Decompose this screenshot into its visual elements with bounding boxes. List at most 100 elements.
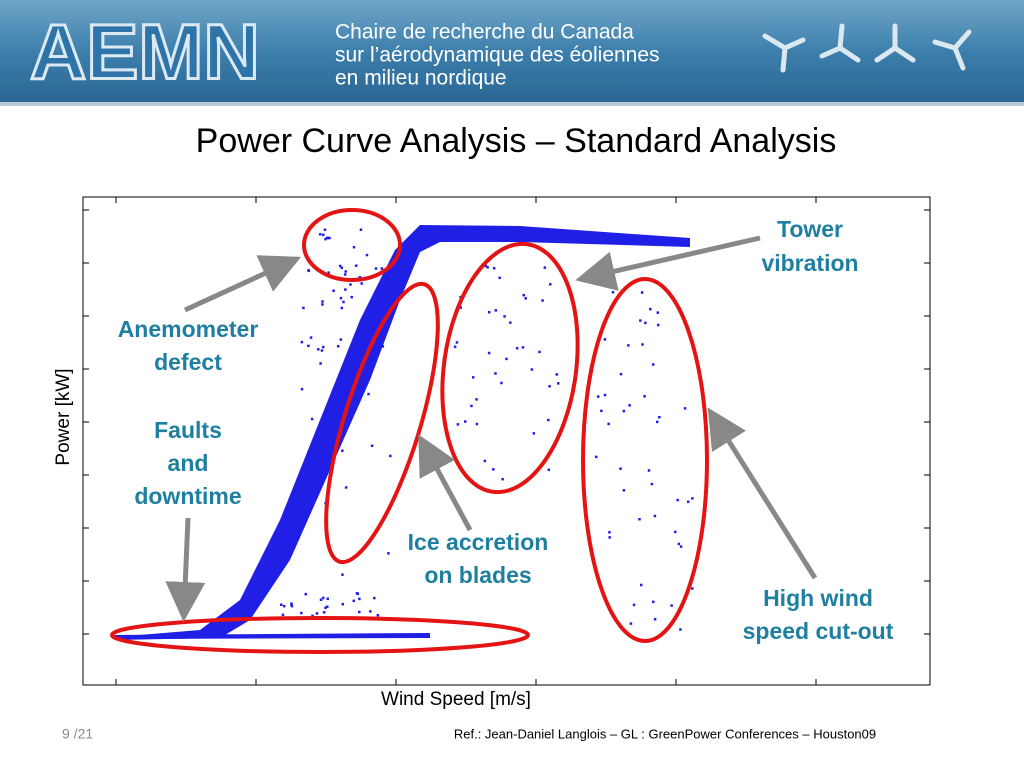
scatter-dot [608, 531, 611, 534]
scatter-dot [344, 486, 348, 489]
arrow [575, 235, 761, 291]
scatter-dot [311, 614, 314, 618]
scatter-dot [596, 395, 600, 398]
scatter-dot [359, 228, 363, 231]
scatter-dot [641, 343, 644, 346]
scatter-dot [326, 597, 329, 601]
scatter-dot [501, 477, 504, 481]
scatter-dot [369, 610, 372, 613]
scatter-dot [455, 341, 459, 344]
scatter-dot [367, 392, 370, 396]
scatter-dot [319, 362, 322, 365]
scatter-dot [643, 395, 646, 398]
annotation: and [168, 450, 209, 476]
header-line: sur l’aérodynamique des éoliennes [335, 44, 660, 67]
scatter-dot [381, 345, 385, 348]
scatter-dot [456, 423, 460, 426]
arrows [165, 235, 818, 622]
arrow [165, 517, 206, 622]
scatter-dot [280, 603, 283, 607]
scatter-dot [530, 368, 534, 371]
scatter-dot [380, 267, 384, 270]
scatter-dot [369, 309, 373, 312]
highlight-ellipse [324, 281, 440, 565]
scatter-dot [290, 604, 294, 608]
scatter-dot [557, 382, 560, 385]
scatter-dot [320, 349, 324, 352]
scatter-dot [300, 611, 303, 615]
scatter-dot [290, 603, 293, 607]
scatter-dot [319, 598, 323, 602]
scatter-dot [325, 236, 329, 240]
scatter-dot [321, 233, 325, 237]
annotation: Faults [154, 417, 222, 443]
scatter-dot [339, 338, 343, 341]
scatter-dot [522, 293, 525, 297]
scatter-dot [652, 600, 655, 604]
scatter-dot [463, 420, 467, 423]
scatter-dot [492, 468, 495, 471]
scatter-dot [309, 336, 313, 339]
annotation: downtime [134, 483, 241, 509]
scatter-dot [498, 276, 501, 280]
scatter-dot [622, 489, 626, 492]
x-axis-label: Wind Speed [m/s] [381, 689, 531, 710]
scatter-dot [691, 497, 694, 500]
scatter-dot [650, 482, 654, 486]
scatter-dot [555, 373, 559, 376]
scatter-dot [656, 420, 659, 424]
scatter-dot [341, 449, 344, 452]
scatter-dot [515, 346, 519, 350]
header-band [0, 0, 1024, 105]
arrow [418, 434, 473, 532]
scatter-dot [344, 288, 347, 291]
scatter-dot [503, 315, 506, 318]
scatter-dot [327, 271, 330, 274]
scatter-dot [679, 628, 682, 631]
scatter-dot [359, 336, 362, 340]
scatter-dot [307, 269, 310, 273]
scatter-dot [326, 605, 329, 608]
arrow [707, 407, 818, 580]
scatter-dot [307, 344, 310, 348]
scatter-dot [653, 618, 657, 621]
scatter-dot [638, 517, 641, 521]
scatter-dot [674, 530, 677, 534]
scatter-dot [313, 442, 317, 446]
scatter-dot [541, 299, 544, 302]
scatter-dot [676, 498, 679, 502]
scatter-dot [470, 404, 473, 408]
scatter-dot [656, 311, 660, 314]
scatter-dot [639, 319, 642, 322]
scatter-dot [549, 283, 552, 286]
scatter-dot [683, 407, 687, 410]
annotation: on blades [424, 562, 531, 588]
scatter-cloud [115, 633, 430, 639]
scatter-dot [281, 613, 285, 617]
highlight-ellipse [302, 208, 402, 282]
scatter-dot [603, 393, 607, 397]
scatter-dot [619, 372, 623, 376]
scatter-dot [366, 378, 369, 381]
scatter-dot [318, 233, 322, 236]
scatter-dot [332, 289, 335, 292]
y-axis-label: Power [kW] [53, 368, 74, 465]
scatter-dot [358, 610, 361, 614]
scatter-dot [505, 357, 508, 361]
scatter-dot [352, 245, 356, 249]
scatter-dot [379, 304, 383, 308]
scatter-dot [370, 444, 374, 448]
scatter-dot [337, 390, 340, 394]
scatter-dot [340, 266, 344, 270]
scatter-dot [651, 363, 655, 366]
scatter-dot [487, 351, 491, 355]
scatter-dot [656, 323, 660, 327]
plot [82, 196, 931, 686]
scatter-dot [328, 236, 331, 240]
scatter-dot [607, 422, 610, 426]
scatter-dot [486, 266, 489, 269]
scatter-dot [282, 604, 286, 608]
scatter-dot [548, 385, 551, 388]
